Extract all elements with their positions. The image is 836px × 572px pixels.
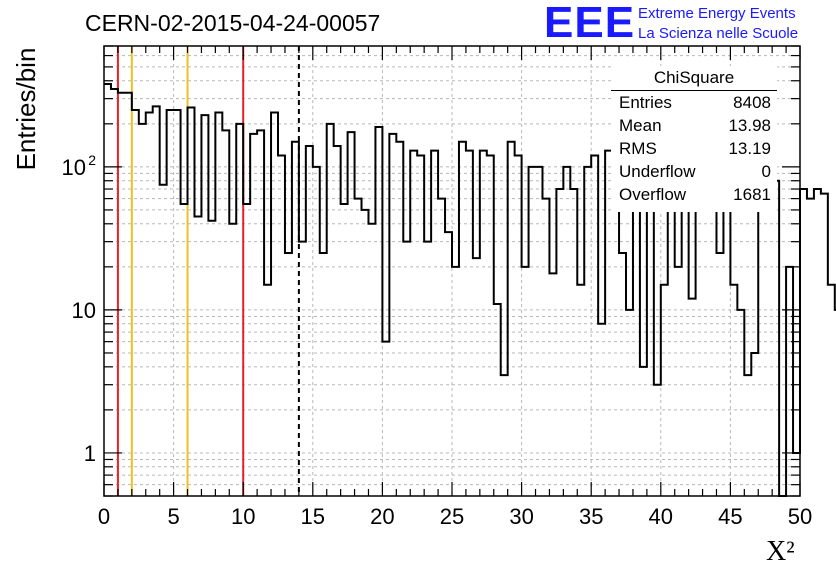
chart-title: CERN-02-2015-04-24-00057 <box>85 10 381 36</box>
x-tick-label: 40 <box>649 504 673 529</box>
stats-box: ChiSquare Entries 8408 Mean 13.98 RMS 13… <box>611 66 777 212</box>
stats-value: 1681 <box>733 185 771 204</box>
x-tick-label: 5 <box>167 504 179 529</box>
stats-key: Entries <box>619 93 672 112</box>
stats-key: Overflow <box>619 185 687 204</box>
stats-divider <box>611 90 777 91</box>
stats-row-overflow: Overflow 1681 <box>619 185 771 207</box>
eee-logo: EEE Extreme Energy Events La Scienza nel… <box>544 0 834 47</box>
stats-row-rms: RMS 13.19 <box>619 139 771 161</box>
stats-key: Underflow <box>619 162 696 181</box>
stats-row-entries: Entries 8408 <box>619 93 771 115</box>
logo-line-1: Extreme Energy Events <box>638 5 796 22</box>
stats-value: 8408 <box>733 93 771 112</box>
logo-line-2: La Scienza nelle Scuole <box>638 25 799 42</box>
histogram-series <box>104 82 836 497</box>
y-tick-exponent: 2 <box>88 152 96 168</box>
x-tick-label: 0 <box>98 504 110 529</box>
stats-key: Mean <box>619 116 662 135</box>
x-tick-label: 15 <box>301 504 325 529</box>
stats-value: 13.19 <box>728 139 771 158</box>
y-tick-label: 10 <box>62 155 86 180</box>
stats-value: 0 <box>761 162 771 181</box>
stats-row-mean: Mean 13.98 <box>619 116 771 138</box>
x-tick-label: 50 <box>788 504 812 529</box>
x-tick-label: 25 <box>440 504 464 529</box>
y-axis-label: Entries/bin <box>11 47 41 171</box>
stats-title: ChiSquare <box>653 68 735 87</box>
stats-value: 13.98 <box>728 116 771 135</box>
x-axis-label: X² <box>766 536 795 567</box>
x-tick-label: 30 <box>509 504 533 529</box>
x-tick-label: 35 <box>579 504 603 529</box>
x-tick-label: 20 <box>370 504 394 529</box>
y-tick-label: 1 <box>84 441 96 466</box>
y-tick-label: 10 <box>72 298 96 323</box>
stats-row-underflow: Underflow 0 <box>619 162 771 184</box>
x-tick-label: 10 <box>231 504 255 529</box>
stats-key: RMS <box>619 139 657 158</box>
logo-mark: EEE <box>544 0 636 47</box>
x-tick-label: 45 <box>718 504 742 529</box>
